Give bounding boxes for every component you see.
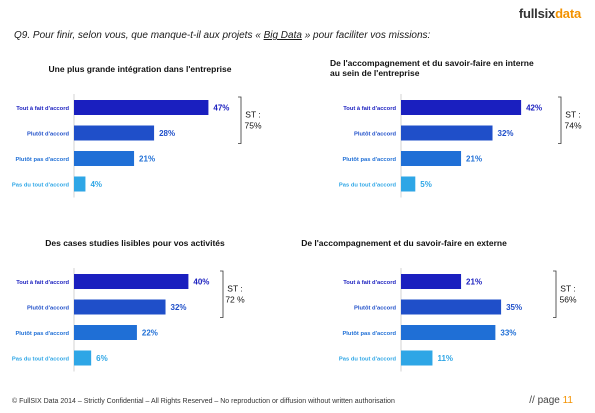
chart-title: De l'accompagnement et du savoir-faire e…	[330, 58, 534, 68]
category-label: Tout à fait d'accord	[343, 280, 396, 286]
chart-title: Une plus grande intégration dans l'entre…	[49, 64, 232, 74]
logo-part-1: fullsix	[518, 6, 556, 21]
bar	[401, 125, 493, 141]
chart-title: Des cases studies lisibles pour vos acti…	[45, 238, 225, 248]
category-label: Tout à fait d'accord	[343, 106, 396, 112]
data-label: 11%	[437, 354, 453, 363]
data-label: 21%	[466, 278, 482, 287]
data-label: 47%	[213, 104, 229, 113]
bar	[74, 299, 166, 315]
category-label: Pas du tout d'accord	[12, 182, 70, 188]
category-label: Plutôt d'accord	[354, 305, 396, 311]
data-label: 42%	[526, 104, 542, 113]
bar	[74, 350, 92, 366]
category-label: Tout à fait d'accord	[16, 280, 69, 286]
bar	[401, 176, 416, 192]
question-prefix: Q9. Pour finir, selon vous, que manque-t…	[14, 30, 264, 41]
category-label: Pas du tout d'accord	[12, 356, 70, 362]
page-number-value: 11	[562, 395, 573, 406]
fullsixdata-logo: fullsixdata	[519, 6, 581, 21]
bar	[401, 151, 462, 166]
st-bracket	[238, 96, 242, 144]
data-label: 28%	[159, 129, 175, 138]
st-bracket	[553, 270, 557, 318]
category-label: Plutôt pas d'accord	[342, 331, 396, 337]
st-bracket	[558, 96, 562, 144]
bar	[74, 274, 189, 289]
data-label: 32%	[171, 303, 187, 312]
logo-part-2: data	[555, 6, 581, 21]
data-label: 40%	[193, 278, 209, 287]
st-value: 75%	[244, 120, 261, 130]
category-label: Tout à fait d'accord	[16, 106, 69, 112]
category-label: Plutôt d'accord	[27, 305, 69, 311]
st-value: 72 %	[225, 294, 245, 304]
bar	[401, 274, 462, 289]
bar	[401, 325, 496, 340]
question-text: Q9. Pour finir, selon vous, que manque-t…	[14, 30, 430, 41]
category-label: Plutôt pas d'accord	[15, 157, 69, 163]
st-label: ST :	[565, 109, 580, 119]
st-value: 74%	[564, 120, 581, 130]
category-label: Plutôt d'accord	[27, 131, 69, 137]
st-label: ST :	[245, 109, 260, 119]
category-label: Pas du tout d'accord	[339, 182, 397, 188]
page-number: // page 11	[529, 395, 573, 406]
data-label: 21%	[466, 155, 482, 164]
category-label: Pas du tout d'accord	[339, 356, 397, 362]
chart-3: Des cases studies lisibles pour vos acti…	[12, 238, 245, 372]
data-label: 4%	[90, 180, 102, 189]
data-label: 32%	[498, 129, 514, 138]
question-suffix: » pour faciliter vos missions:	[301, 30, 431, 41]
st-label: ST :	[227, 283, 242, 293]
st-label: ST :	[560, 283, 575, 293]
footer-copyright: © FullSIX Data 2014 – Strictly Confident…	[12, 398, 395, 405]
data-label: 33%	[500, 329, 516, 338]
data-label: 21%	[139, 155, 155, 164]
chart-2: De l'accompagnement et du savoir-faire e…	[330, 58, 582, 198]
bar	[74, 325, 137, 340]
chart-title: au sein de l'entreprise	[330, 68, 420, 78]
chart-4: De l'accompagnement et du savoir-faire e…	[301, 238, 577, 372]
data-label: 22%	[142, 329, 158, 338]
bar	[401, 299, 502, 315]
st-value: 56%	[559, 294, 576, 304]
st-bracket	[220, 270, 224, 318]
bar	[401, 350, 433, 366]
category-label: Plutôt pas d'accord	[15, 331, 69, 337]
bar	[74, 151, 135, 166]
bar	[74, 100, 209, 115]
category-label: Plutôt d'accord	[354, 131, 396, 137]
bar	[401, 100, 522, 115]
question-underlined: Big Data	[263, 30, 302, 41]
chart-1: Une plus grande intégration dans l'entre…	[12, 64, 262, 198]
chart-title: De l'accompagnement et du savoir-faire e…	[301, 238, 507, 248]
bar	[74, 176, 86, 192]
data-label: 5%	[420, 180, 432, 189]
bar	[74, 125, 155, 141]
category-label: Plutôt pas d'accord	[342, 157, 396, 163]
data-label: 6%	[96, 354, 108, 363]
data-label: 35%	[506, 303, 522, 312]
page-label: // page	[529, 395, 563, 406]
